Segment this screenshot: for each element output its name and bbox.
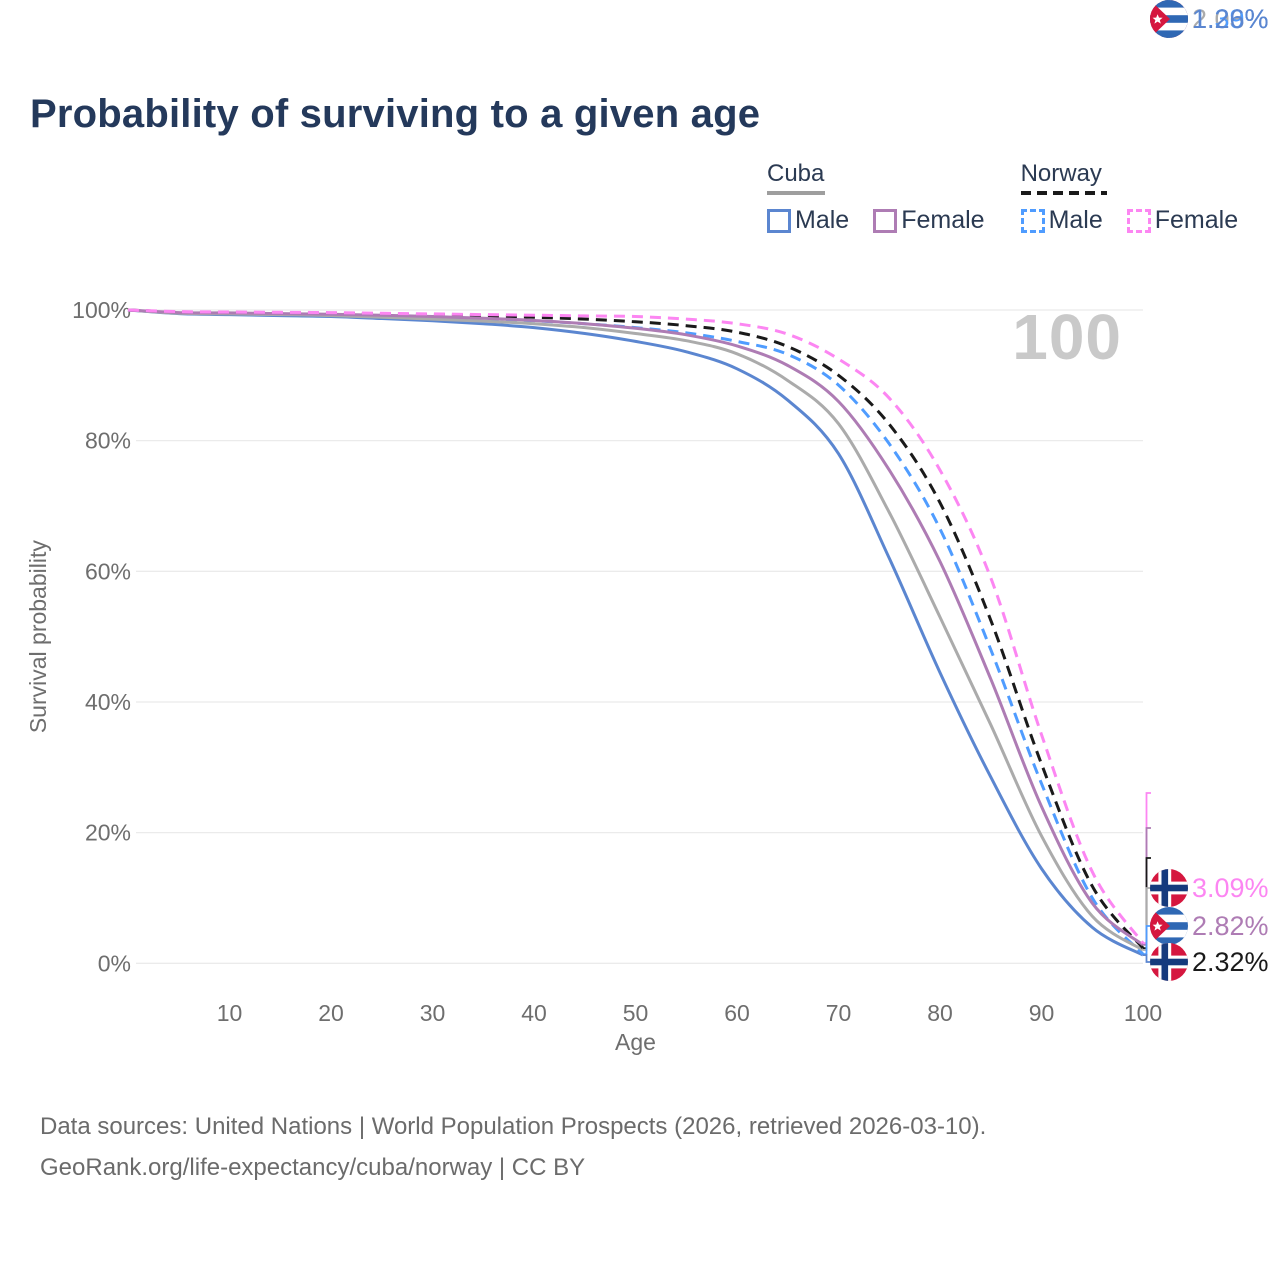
end-value-norway-total: 2.32% (1192, 946, 1269, 977)
footer-datasource: Data sources: United Nations | World Pop… (40, 1113, 987, 1140)
end-value-norway-male: 1.39% (1192, 3, 1269, 34)
legend-group-norway-underline (1020, 191, 1107, 195)
end-value-norway-female: 3.09% (1192, 872, 1269, 903)
x-tick-label: 80 (927, 1000, 953, 1026)
legend-item-norway-female[interactable]: Female (1126, 206, 1239, 235)
end-value-cuba-male: 1.26% (1192, 3, 1269, 34)
legend-group-cuba-label: Cuba (767, 160, 825, 187)
y-tick-label: 20% (85, 820, 131, 846)
norway-female-swatch-icon (1126, 208, 1151, 233)
end-value-cuba-female: 2.82% (1192, 910, 1269, 941)
series-line-cuba-male[interactable] (127, 308, 1144, 957)
legend: Cuba Male Female Norway Male (767, 160, 1238, 235)
series-line-cuba-both-sexes[interactable] (127, 308, 1144, 952)
y-axis-label: Survival probability (25, 540, 51, 734)
cuba-flag-icon (1150, 907, 1188, 945)
cuba-flag-icon (1150, 0, 1188, 38)
legend-item-norway-male[interactable]: Male (1020, 206, 1103, 235)
x-tick-label: 20 (318, 1000, 344, 1026)
norway-flag-icon (1150, 869, 1188, 907)
legend-item-norway-female-label: Female (1154, 206, 1239, 234)
end-label-cuba-female: 2.82% (1150, 907, 1269, 945)
x-tick-label: 60 (724, 1000, 750, 1026)
legend-item-cuba-female[interactable]: Female (873, 206, 985, 235)
series-line-norway-male[interactable] (127, 308, 1145, 956)
x-tick-label: 70 (826, 1000, 852, 1026)
end-label-norway-female: 3.09% (1150, 869, 1269, 907)
x-tick-label: 10 (217, 1000, 243, 1026)
y-tick-label: 40% (85, 689, 131, 715)
end-label-cuba-male: 1.26% (1150, 0, 1269, 38)
end-label-connector (1143, 887, 1151, 951)
x-tick-label: 40 (521, 1000, 547, 1026)
legend-group-norway: Norway Male Female (1020, 160, 1239, 235)
footer-attribution: GeoRank.org/life-expectancy/cuba/norway … (40, 1154, 586, 1181)
legend-item-cuba-male-label: Male (795, 206, 850, 234)
x-tick-label: 30 (420, 1000, 446, 1026)
x-tick-label: 100 (1124, 1000, 1162, 1026)
end-value-cuba-total: 2.03% (1192, 3, 1269, 34)
y-tick-label: 0% (98, 950, 131, 976)
chart-title: Probability of surviving to a given age (30, 92, 761, 136)
norway-flag-icon (1150, 943, 1188, 981)
y-tick-label: 100% (72, 297, 131, 323)
series-line-cuba-female[interactable] (127, 308, 1144, 947)
norway-male-swatch-icon (1020, 208, 1045, 233)
series-line-norway-female[interactable] (127, 308, 1145, 944)
series-line-norway-both-sexes[interactable] (127, 308, 1145, 950)
footer: Data sources: United Nations | World Pop… (40, 1106, 986, 1188)
end-label-connector (1143, 954, 1151, 963)
end-label-norway-total: 2.32% (1150, 943, 1269, 981)
hover-age-indicator: 100 (1012, 301, 1122, 373)
cuba-female-swatch-icon (873, 208, 898, 233)
x-tick-label: 50 (623, 1000, 649, 1026)
cuba-male-swatch-icon (767, 208, 791, 233)
y-tick-label: 60% (85, 558, 131, 584)
y-tick-label: 80% (85, 428, 131, 454)
legend-group-norway-label: Norway (1020, 160, 1102, 187)
legend-group-cuba: Cuba Male Female (767, 160, 985, 235)
legend-item-norway-male-label: Male (1048, 206, 1103, 234)
legend-item-cuba-female-label: Female (901, 206, 985, 234)
x-tick-label: 90 (1029, 1000, 1055, 1026)
x-axis-label: Age (615, 1029, 656, 1055)
legend-item-cuba-male[interactable]: Male (767, 206, 849, 235)
legend-group-cuba-underline (767, 191, 825, 195)
